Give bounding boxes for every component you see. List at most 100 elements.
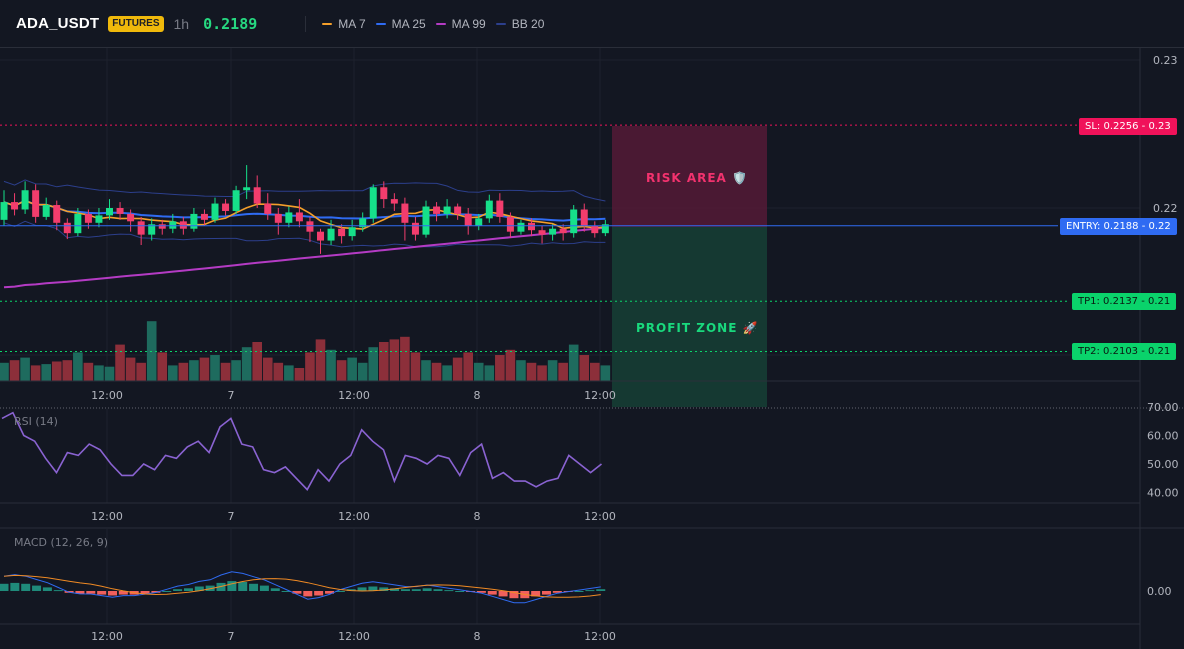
volume-bars [0,321,611,381]
volume-bar [505,349,516,381]
bb20-label: BB 20 [511,16,545,31]
candle-up [517,222,525,232]
candle-down [496,200,504,217]
tp1-label: TP1: 0.2137 [1078,296,1139,307]
volume-bar [178,362,189,381]
macd-histogram-bar [140,591,150,594]
last-price: 0.2189 [203,14,258,33]
bollinger-bands [3,179,606,248]
volume-bar [421,360,431,381]
volume-bar [220,362,231,381]
candle-down [274,213,282,223]
candle-up [475,218,483,226]
legend-ma7[interactable]: MA 7 [322,17,366,31]
candle-up [443,206,451,214]
volume-bar [347,357,357,381]
trade-zones [612,126,767,407]
candle-up [211,203,219,220]
volume-bar [20,357,30,381]
sl-price-tag[interactable]: SL: 0.2256 - 0.23 [1079,118,1177,135]
ma25-label: MA 25 [391,16,426,31]
macd-histogram-bar [325,591,334,594]
macd-histogram-bar [0,583,9,591]
bb-upper-line [3,179,606,202]
entry-price-tag[interactable]: ENTRY: 0.2188 - 0.22 [1060,218,1177,235]
macd-histogram-bar [487,591,497,595]
volume-bar [473,362,484,381]
candle-up [549,228,557,235]
candle-up [570,209,578,234]
time-tick-label: 12:00 [338,389,370,402]
ma25-swatch [375,22,386,25]
candle-up [327,228,335,241]
rsi-tick-label: 70.00 [1147,401,1179,414]
candle-down [390,199,398,204]
volume-bar [73,352,83,381]
rsi-pane [1,411,602,491]
candle-down [179,221,187,229]
volume-bar [579,355,590,381]
rsi-label: RSI (14) [14,415,58,428]
tp1-price-tag[interactable]: TP1: 0.2137 - 0.21 [1072,293,1177,310]
macd-histogram-bar [368,586,378,591]
volume-bar [442,365,452,381]
macd-histogram-bar [238,582,248,591]
time-tick-label: 8 [474,510,481,523]
macd-histogram-bar [42,587,52,591]
candle-down [116,208,124,214]
candle-down [264,203,272,214]
volume-bar [94,365,104,381]
macd-histogram-bar [531,591,541,597]
timeframe-selector[interactable]: 1h [173,15,190,32]
ma7-line [3,199,606,230]
volume-bar [410,352,421,381]
grid-lines [0,48,1140,624]
macd-histogram-bar [162,591,172,592]
time-tick-label: 8 [474,630,481,643]
bb20-swatch [495,22,506,25]
ma99-label: MA 99 [451,16,486,31]
volume-bar [115,344,125,381]
volume-bar [336,360,347,381]
volume-bar [357,362,368,381]
bb-lower-line [3,220,606,248]
legend-ma99[interactable]: MA 99 [435,16,486,31]
volume-bar [157,352,168,381]
time-tick-label: 12:00 [584,510,616,523]
candle-down [528,222,535,231]
symbol-name[interactable]: ADA_USDT [16,15,100,32]
macd-histogram-bar [227,581,237,591]
macd-histogram-bar [183,588,193,591]
ma7-swatch [322,22,333,25]
candle-down [538,230,546,235]
candle-up [422,206,430,235]
volume-bar [168,365,178,381]
volume-bar [315,339,326,381]
candle-up [21,190,29,210]
time-tick-label: 12:00 [338,630,370,643]
macd-histogram-bar [422,588,432,591]
volume-bar [463,352,473,381]
chart-header: ADA_USDT FUTURES 1h 0.2189 MA 7 MA 25 MA… [0,0,1184,48]
tp2-price-tag[interactable]: TP2: 0.2103 - 0.21 [1072,343,1177,360]
macd-histogram-bar [75,591,85,594]
volume-bar [537,365,547,381]
candle-down [53,205,61,223]
legend-bb20[interactable]: BB 20 [495,16,545,31]
legend-ma25[interactable]: MA 25 [375,16,426,31]
candle-down [411,222,419,235]
volume-bar [136,362,146,381]
volume-bar [568,344,579,381]
candle-up [285,212,293,223]
macd-histogram-bar [292,591,302,594]
macd-histogram-bar [411,589,421,591]
volume-bar [526,362,537,381]
volume-bar [590,362,600,381]
macd-histogram-bar [390,588,400,591]
time-tick-label: 7 [228,510,235,523]
candle-up [106,208,113,216]
candle-down [464,213,472,226]
candle-up [42,205,50,217]
rsi-line [1,411,602,491]
